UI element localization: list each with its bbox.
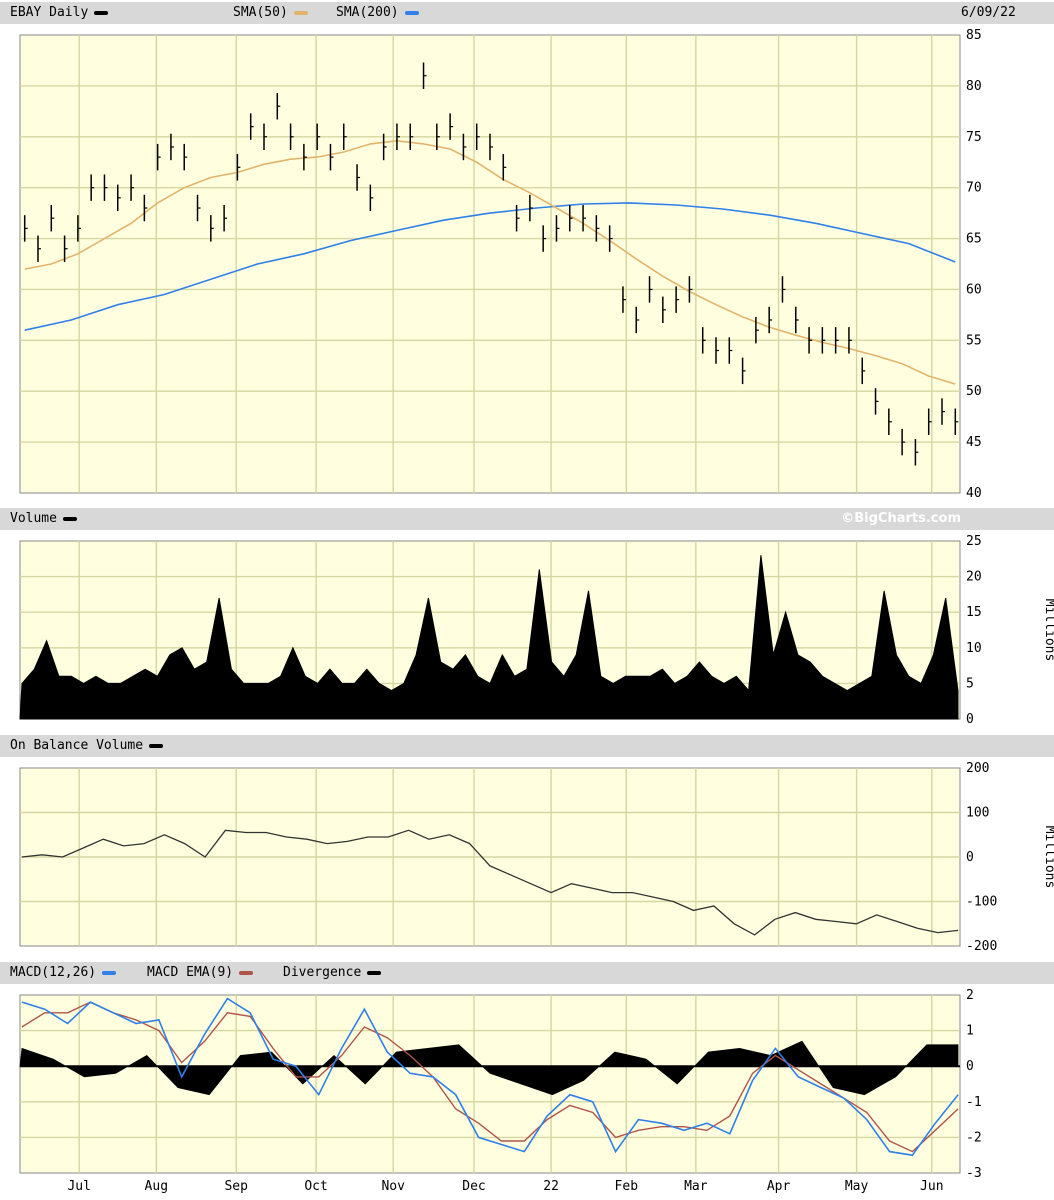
y-tick-label: 0 <box>966 1059 974 1074</box>
y-tick-label: -100 <box>966 895 997 910</box>
y-tick-label: 60 <box>966 282 982 297</box>
x-tick-label: Nov <box>381 1179 405 1194</box>
y-tick-label: 10 <box>966 641 982 656</box>
volume-area <box>19 555 959 720</box>
symbol-label: EBAY Daily <box>10 5 109 20</box>
x-tick-label: Mar <box>684 1179 708 1194</box>
volume-label: Volume <box>10 511 77 526</box>
y-tick-label: 40 <box>966 486 982 501</box>
y-tick-label: 45 <box>966 435 982 450</box>
y-tick-label: 5 <box>966 676 974 691</box>
y-tick-label: 200 <box>966 761 989 776</box>
y-tick-label: 0 <box>966 712 974 727</box>
volume-swatch <box>62 516 77 521</box>
x-tick-label: Sep <box>224 1179 248 1194</box>
divergence-label: Divergence <box>283 965 382 980</box>
y-tick-label: 75 <box>966 130 982 145</box>
y-tick-label: 1 <box>966 1024 974 1039</box>
y-tick-label: -1 <box>966 1095 982 1110</box>
obv-label: On Balance Volume <box>10 738 164 753</box>
obv-header: On Balance Volume <box>0 735 1054 757</box>
x-tick-label: Jul <box>67 1179 90 1194</box>
y-tick-label: -200 <box>966 939 997 954</box>
y-tick-label: 50 <box>966 384 982 399</box>
macd-header: MACD(12,26) MACD EMA(9) Divergence <box>0 962 1054 984</box>
macd-ema-label: MACD EMA(9) <box>147 965 254 980</box>
y-tick-label: 0 <box>966 850 974 865</box>
x-tick-label: Apr <box>767 1179 791 1194</box>
y-tick-label: -3 <box>966 1166 982 1181</box>
copyright: ©BigCharts.com <box>841 511 961 526</box>
sma200-label: SMA(200) <box>336 5 419 20</box>
y-tick-label: -2 <box>966 1130 982 1145</box>
x-tick-label: Aug <box>145 1179 168 1194</box>
divergence-area <box>19 1040 959 1096</box>
chart-marks <box>19 62 960 1157</box>
x-tick-label: Dec <box>462 1179 485 1194</box>
y-tick-label: 65 <box>966 232 982 247</box>
y-tick-label: 85 <box>966 28 982 43</box>
x-tick-label: May <box>845 1179 869 1194</box>
price-panel <box>19 34 961 494</box>
y-tick-label: 15 <box>966 605 982 620</box>
sma50-swatch <box>293 10 308 15</box>
divergence-swatch <box>367 970 382 975</box>
price-header: EBAY Daily SMA(50) SMA(200) 6/09/22 <box>0 2 1054 24</box>
y-tick-label: 25 <box>966 534 982 549</box>
y-tick-label: 80 <box>966 79 982 94</box>
y-tick-label: 70 <box>966 181 982 196</box>
obv-swatch <box>149 743 164 748</box>
macd-label: MACD(12,26) <box>10 965 117 980</box>
x-tick-label: Oct <box>304 1179 327 1194</box>
x-tick-label: 22 <box>543 1179 559 1194</box>
y-tick-label: 55 <box>966 333 982 348</box>
sma50-label: SMA(50) <box>233 5 308 20</box>
sma200-line <box>24 202 956 331</box>
volume-header: Volume ©BigCharts.com <box>0 508 1054 530</box>
obv-line <box>21 829 959 936</box>
macd-panel <box>19 994 961 1174</box>
axis-labels: Jul Aug Sep Oct Nov Dec 22 Feb Mar Apr May Jun 85 80 7… <box>67 28 997 1194</box>
volume-axis-label: Millions <box>1042 599 1054 662</box>
sma50-line <box>24 139 956 385</box>
x-tick-label: Jun <box>920 1179 943 1194</box>
macd-swatch <box>102 970 117 975</box>
sma200-swatch <box>404 10 419 15</box>
macd-line <box>21 997 959 1157</box>
price-swatch <box>94 10 109 15</box>
y-tick-label: 20 <box>966 570 982 585</box>
x-tick-label: Feb <box>615 1179 639 1194</box>
macd-ema-line <box>21 1001 959 1153</box>
date-label: 6/09/22 <box>961 5 1016 20</box>
y-tick-label: 100 <box>966 806 989 821</box>
obv-axis-label: Millions <box>1042 826 1054 889</box>
y-tick-label: 2 <box>966 988 974 1003</box>
macd-ema-swatch <box>239 970 254 975</box>
